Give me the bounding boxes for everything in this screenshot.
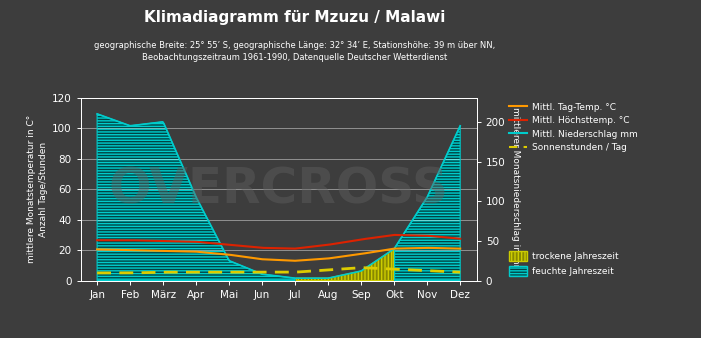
Text: Klimadiagramm für Mzuzu / Malawi: Klimadiagramm für Mzuzu / Malawi	[144, 10, 445, 25]
Y-axis label: mittlerer Monatsniederschlag in mm: mittlerer Monatsniederschlag in mm	[511, 106, 520, 272]
Text: OVERCROSS: OVERCROSS	[109, 165, 449, 213]
Y-axis label: mittlere Monatstemperatur in C°
Anzahl Tage/Stunden: mittlere Monatstemperatur in C° Anzahl T…	[27, 115, 48, 263]
Legend: trockene Jahreszeit, feuchte Jahreszeit: trockene Jahreszeit, feuchte Jahreszeit	[509, 251, 618, 276]
Text: geographische Breite: 25° 55’ S, geographische Länge: 32° 34’ E, Stationshöhe: 3: geographische Breite: 25° 55’ S, geograp…	[94, 41, 495, 62]
